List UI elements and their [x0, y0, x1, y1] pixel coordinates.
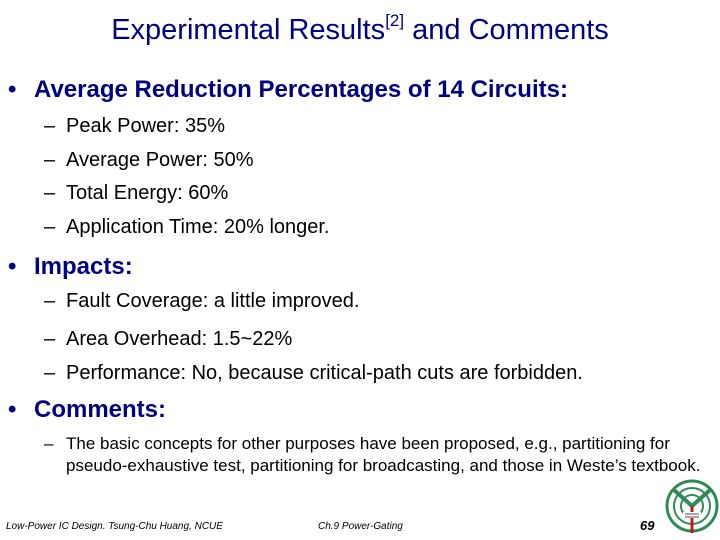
section2-heading: • Impacts: [8, 253, 133, 281]
list-item-text: Performance: No, because critical-path c… [66, 362, 583, 384]
dash: – [44, 216, 56, 238]
list-item-text: Average Power: 50% [66, 149, 254, 171]
dash: – [44, 149, 56, 171]
footer-chapter: Ch.9 Power-Gating [318, 521, 403, 532]
section3-heading-text: Comments: [34, 396, 167, 423]
bullet: • [8, 253, 17, 280]
page-number: 69 [640, 518, 655, 533]
list-item-text: Peak Power: 35% [66, 115, 225, 137]
list-item: – Total Energy: 60% [44, 182, 228, 205]
slide-title: Experimental Results[2] and Comments [0, 11, 720, 47]
section1-heading: • Average Reduction Percentages of 14 Cir… [8, 76, 568, 104]
dash: – [44, 328, 56, 350]
section1-heading-text: Average Reduction Percentages of 14 Circ… [34, 76, 568, 103]
title-citation: [2] [385, 11, 405, 30]
list-item: – Fault Coverage: a little improved. [44, 290, 359, 313]
dash: – [44, 290, 56, 312]
title-main: Experimental Results [111, 14, 386, 46]
list-item: – Area Overhead: 1.5~22% [44, 328, 292, 351]
list-item: – Peak Power: 35% [44, 115, 225, 138]
list-item-text: The basic concepts for other purposes ha… [66, 434, 701, 475]
dash: – [44, 434, 54, 453]
list-item: – The basic concepts for other purposes h… [44, 433, 706, 477]
list-item: – Application Time: 20% longer. [44, 216, 330, 239]
list-item-text: Fault Coverage: a little improved. [66, 290, 360, 312]
list-item: – Average Power: 50% [44, 149, 254, 172]
dash: – [44, 115, 56, 137]
title-rest: and Comments [404, 14, 609, 46]
section2-heading-text: Impacts: [34, 253, 133, 280]
list-item-text: Total Energy: 60% [66, 182, 229, 204]
footer-course: Low-Power IC Design. Tsung-Chu Huang, NC… [6, 521, 223, 532]
bullet: • [8, 396, 17, 423]
list-item-text: Application Time: 20% longer. [66, 216, 330, 238]
list-item-text: Area Overhead: 1.5~22% [66, 328, 293, 350]
dash: – [44, 182, 56, 204]
dash: – [44, 362, 56, 384]
list-item: – Performance: No, because critical-path … [44, 362, 583, 385]
section3-heading: • Comments: [8, 396, 166, 424]
bullet: • [8, 76, 17, 103]
university-logo-icon [664, 478, 720, 539]
